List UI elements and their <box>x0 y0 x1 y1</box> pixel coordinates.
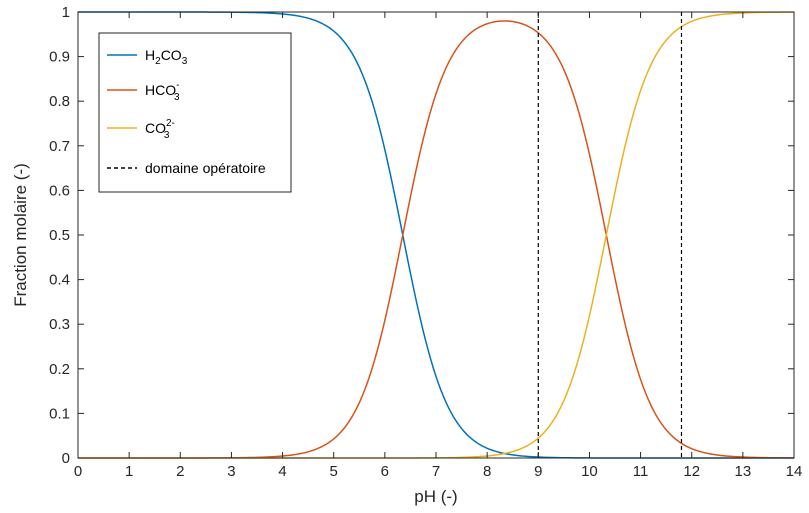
x-tick-label: 11 <box>633 463 649 480</box>
x-tick-label: 8 <box>483 463 491 480</box>
legend-label-3: CO2-3 <box>145 118 175 141</box>
x-tick-label: 4 <box>278 463 286 480</box>
legend-label-4: domaine opératoire <box>145 160 266 176</box>
x-tick-label: 6 <box>381 463 389 480</box>
y-tick-label: 0.6 <box>49 182 70 199</box>
x-tick-label: 1 <box>125 463 133 480</box>
x-tick-label: 7 <box>432 463 440 480</box>
y-tick-label: 0.3 <box>49 316 70 333</box>
y-tick-label: 1 <box>62 4 70 21</box>
x-tick-label: 5 <box>330 463 338 480</box>
y-tick-label: 0 <box>62 450 70 467</box>
x-tick-label: 3 <box>227 463 235 480</box>
y-tick-label: 0.4 <box>49 272 70 289</box>
y-tick-label: 0.5 <box>49 227 70 244</box>
legend-label-1: H2CO3 <box>145 47 188 67</box>
legend-box <box>98 32 292 193</box>
y-tick-label: 0.1 <box>49 405 70 422</box>
y-axis-title: Fraction molaire (-) <box>11 163 30 307</box>
y-tick-label: 0.2 <box>49 361 70 378</box>
y-tick-label: 0.9 <box>49 49 70 66</box>
x-tick-label: 14 <box>786 463 803 480</box>
y-tick-label: 0.8 <box>49 93 70 110</box>
x-axis-title: pH (-) <box>414 487 457 506</box>
x-tick-label: 13 <box>735 463 752 480</box>
axis-ticks: 0 1 2 3 4 5 6 7 8 9 10 11 12 13 1400.10.20.30.40.50.60… <box>49 4 802 480</box>
x-tick-label: 10 <box>581 463 598 480</box>
legend: H2CO3 HCO-3 CO2-3 domaine opératoire <box>98 32 292 193</box>
y-tick-label: 0.7 <box>49 138 70 155</box>
legend-label-2: HCO-3 <box>145 80 180 103</box>
x-tick-label: 12 <box>683 463 700 480</box>
x-tick-label: 9 <box>534 463 542 480</box>
x-tick-label: 0 <box>74 463 82 480</box>
x-tick-label: 2 <box>176 463 184 480</box>
